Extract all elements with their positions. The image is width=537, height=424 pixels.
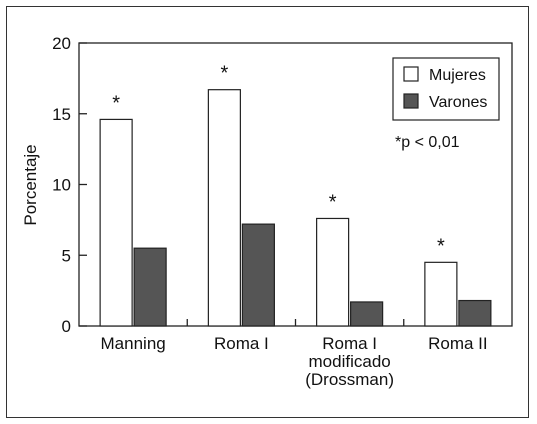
legend: Mujeres Varones <box>392 57 500 121</box>
x-tick-label-line: modificado <box>309 352 391 371</box>
bar-varones <box>133 247 167 327</box>
x-tick-label: Roma I <box>214 334 269 353</box>
x-tick-label-line: (Drossman) <box>305 370 394 389</box>
bar-mujeres <box>424 261 458 327</box>
bar-mujeres <box>207 89 241 327</box>
y-tick-label: 15 <box>52 105 71 124</box>
legend-swatch-varones <box>403 93 419 109</box>
x-tick-label: Manning <box>101 334 166 353</box>
legend-label-mujeres: Mujeres <box>429 67 486 84</box>
y-tick-label: 10 <box>52 176 71 195</box>
bar-mujeres <box>99 118 133 327</box>
y-tick-label: 0 <box>62 317 71 336</box>
bar-varones <box>350 301 384 327</box>
y-tick-label: 20 <box>52 34 71 53</box>
y-axis-title: Porcentaje <box>21 144 40 225</box>
x-tick-label-line: Manning <box>101 334 166 353</box>
significance-star: * <box>112 92 120 114</box>
y-tick-label: 5 <box>62 246 71 265</box>
legend-label-varones: Varones <box>429 94 487 111</box>
significance-note: *p < 0,01 <box>395 134 460 151</box>
x-tick-label-line: Roma II <box>428 334 488 353</box>
legend-swatch-mujeres <box>403 66 419 82</box>
significance-markers: * * * * <box>112 63 445 258</box>
x-tick-label-line: Roma I <box>214 334 269 353</box>
x-tick-label-line: Roma I <box>322 334 377 353</box>
significance-star: * <box>437 235 445 257</box>
bar-varones <box>458 299 492 327</box>
bar-mujeres <box>316 217 350 327</box>
bars <box>99 89 492 327</box>
significance-star: * <box>329 191 337 213</box>
bar-varones <box>241 223 275 327</box>
x-tick-label: Roma II <box>428 334 488 353</box>
significance-star: * <box>220 63 228 85</box>
